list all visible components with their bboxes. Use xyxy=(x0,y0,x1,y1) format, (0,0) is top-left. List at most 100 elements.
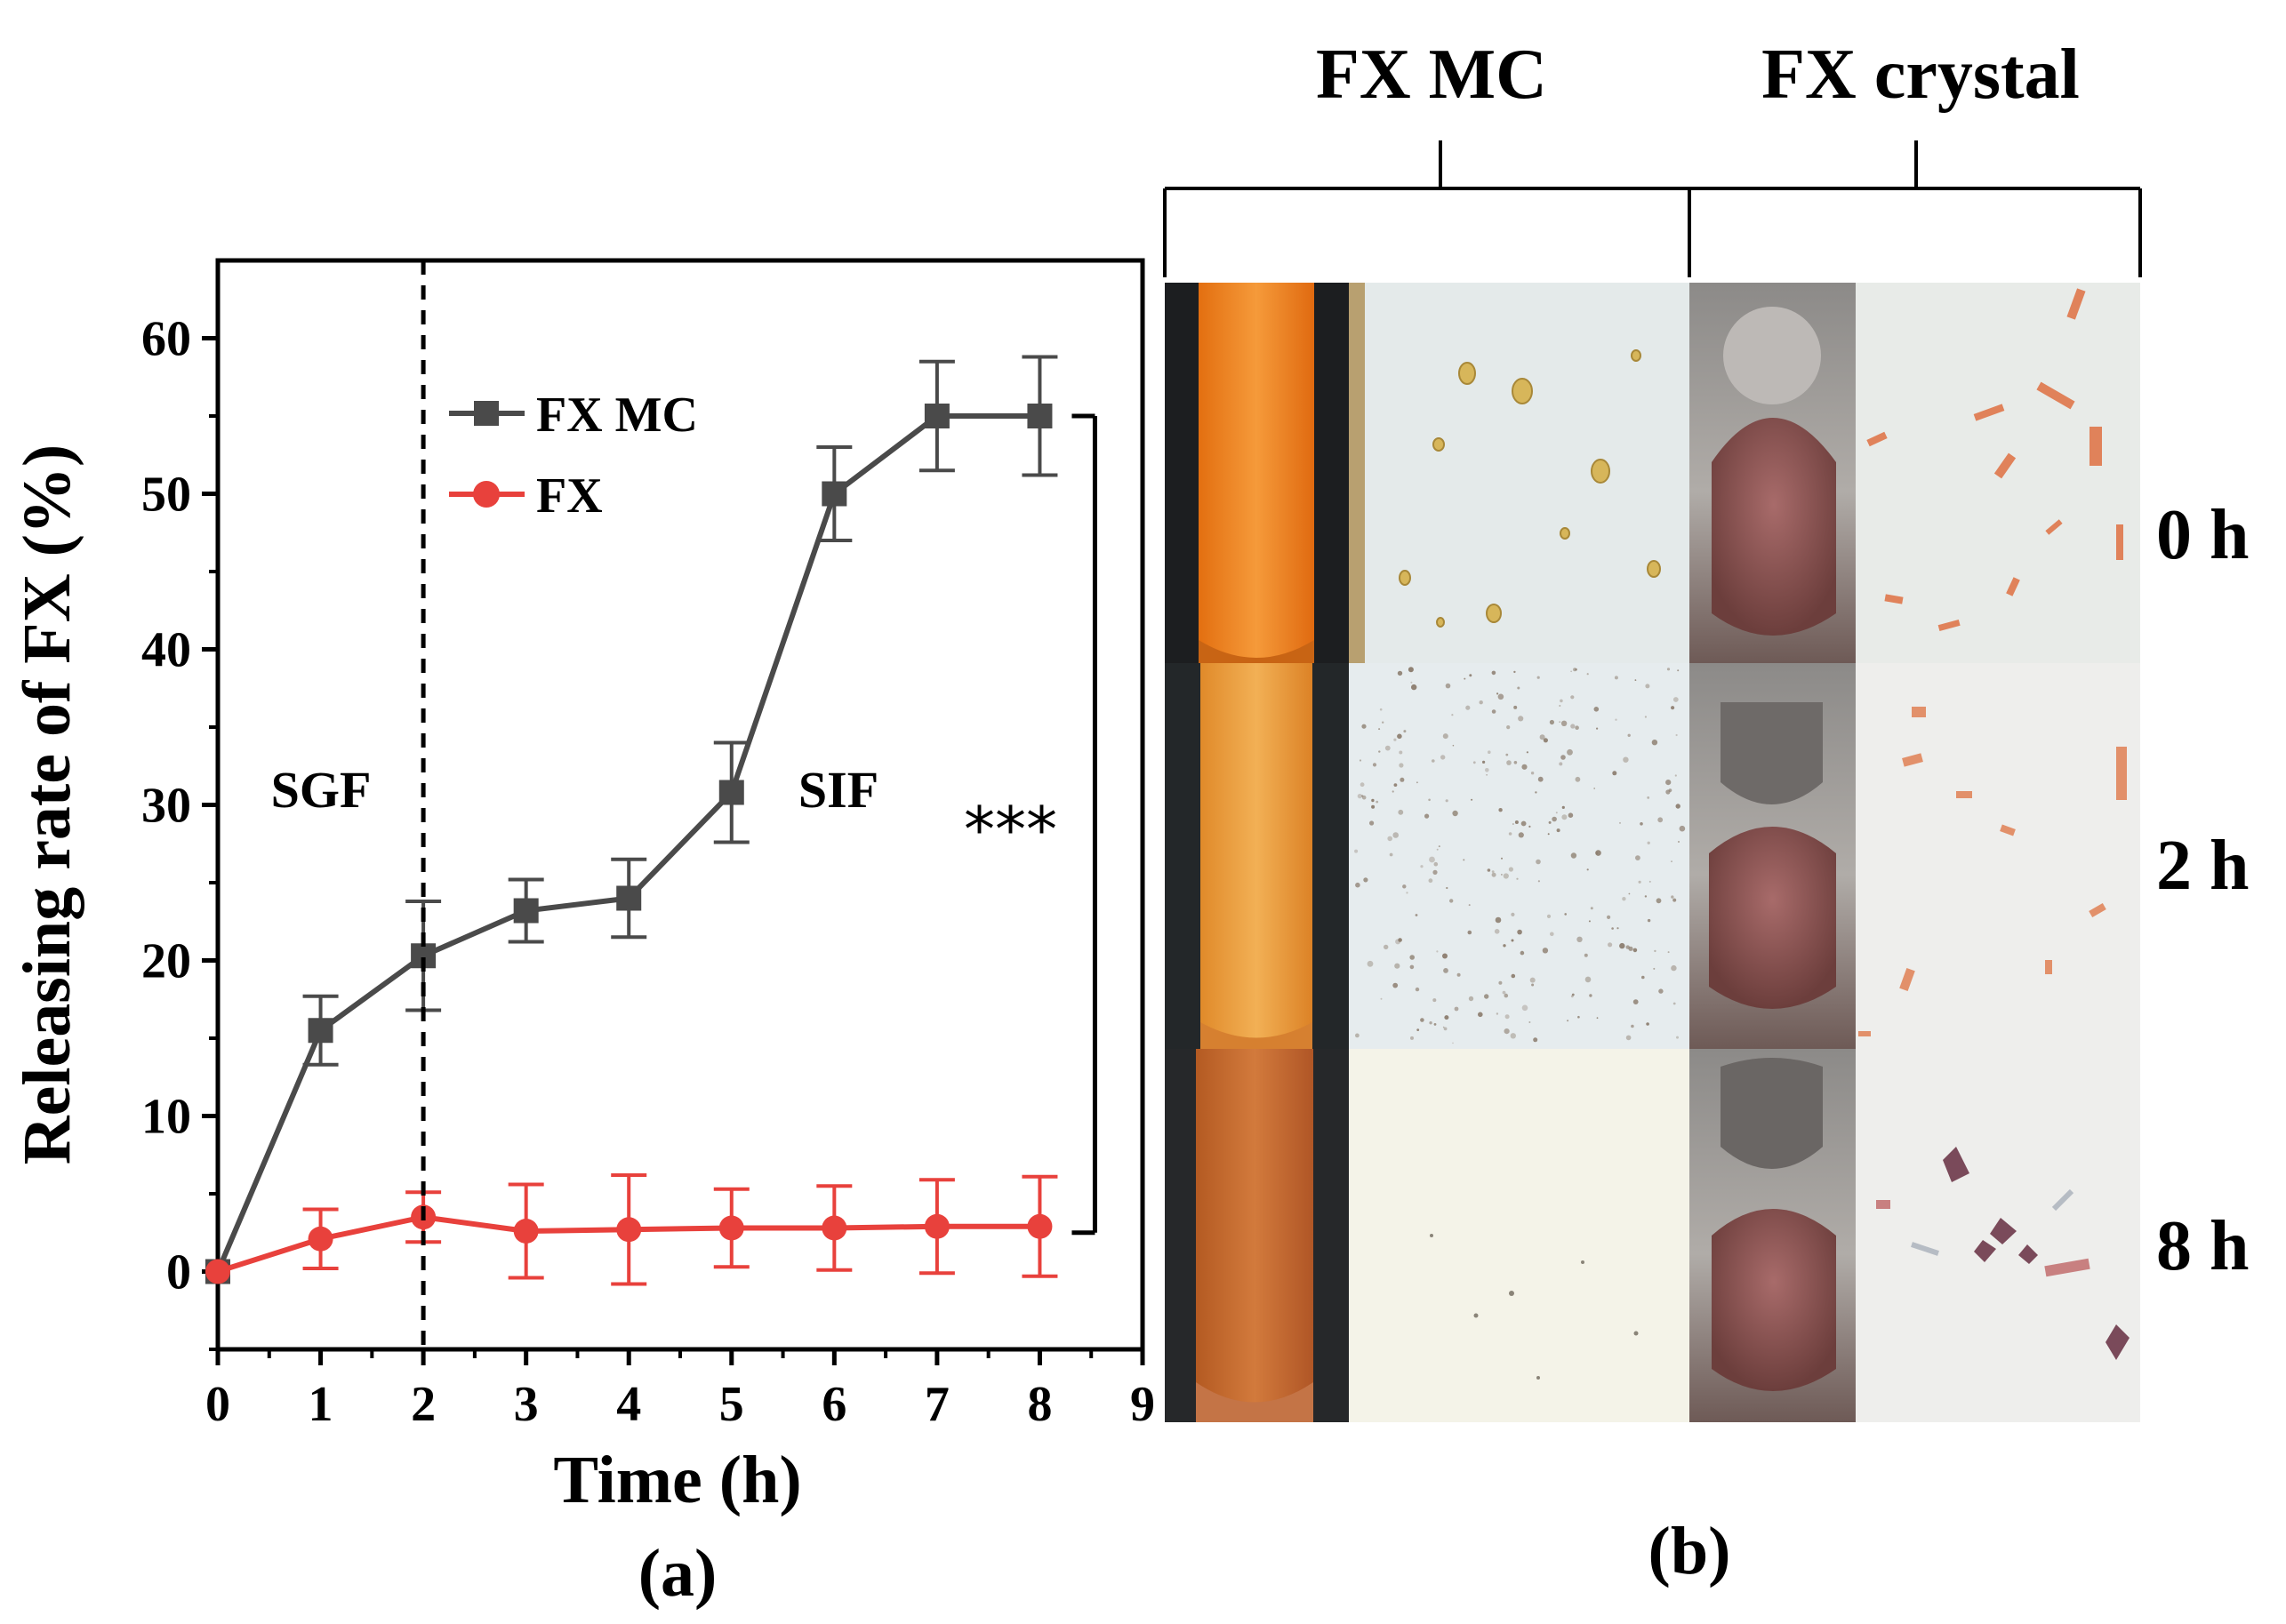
speckle xyxy=(1548,820,1552,824)
speckle xyxy=(1607,915,1611,919)
micro-photo-fx-mc-2h xyxy=(1349,663,1689,1049)
speckle xyxy=(1596,727,1599,730)
speckle xyxy=(1511,973,1516,979)
speckle xyxy=(1556,828,1560,833)
speckle xyxy=(1520,820,1527,827)
speckle xyxy=(1552,816,1557,822)
speckle xyxy=(1433,1023,1437,1026)
speckle xyxy=(1468,904,1471,907)
speckle xyxy=(1446,886,1448,890)
speckle xyxy=(1420,865,1424,868)
speckle xyxy=(1486,774,1488,776)
speckle xyxy=(1442,1026,1445,1028)
tube-photo-fx-mc-2h xyxy=(1165,663,1349,1049)
speckle xyxy=(1379,708,1383,711)
speckle xyxy=(1428,878,1433,884)
speckle xyxy=(1378,750,1381,753)
speckle xyxy=(1508,832,1512,836)
speckle xyxy=(1513,761,1518,764)
chart-legend: FX MC FX xyxy=(449,388,698,524)
speckle xyxy=(1361,795,1364,797)
speckle xyxy=(1559,705,1561,707)
speckle xyxy=(1656,898,1662,904)
tube-photo-fx-crystal-2h xyxy=(1689,663,1856,1049)
speckle xyxy=(1674,774,1677,777)
speckle xyxy=(1537,880,1540,883)
speckle xyxy=(1469,674,1472,677)
legend-item-fx-mc: FX MC xyxy=(449,388,698,443)
speckle xyxy=(1653,967,1656,970)
data-point-square xyxy=(513,898,539,924)
speckle xyxy=(1647,918,1651,923)
speckle xyxy=(1536,859,1541,865)
speckle xyxy=(1671,964,1677,972)
speckle xyxy=(1442,953,1448,959)
speckle xyxy=(1393,738,1397,741)
speckle xyxy=(1436,950,1439,953)
speckle xyxy=(1634,679,1637,681)
speckle xyxy=(1593,707,1600,712)
speckle xyxy=(1498,808,1503,812)
speckle xyxy=(1575,776,1581,782)
speckle xyxy=(1443,1027,1448,1031)
speckle xyxy=(1675,733,1678,737)
speckle xyxy=(1678,841,1680,843)
x-tick-label-4: 4 xyxy=(616,1377,641,1432)
speckle xyxy=(1619,821,1621,824)
legend-square-marker xyxy=(474,401,499,426)
speckle xyxy=(1628,892,1631,895)
speckle xyxy=(1424,813,1430,819)
tube-photo-fx-crystal-8h xyxy=(1689,1049,1856,1422)
speckle xyxy=(1577,1015,1580,1019)
speckle xyxy=(1484,994,1489,999)
data-point-square xyxy=(616,885,642,911)
speckle xyxy=(1433,861,1439,867)
speckle xyxy=(1449,899,1454,903)
speckle xyxy=(1432,869,1438,876)
speckle xyxy=(1672,697,1679,702)
speckle xyxy=(1612,771,1617,776)
speckle xyxy=(1398,809,1404,815)
speckle xyxy=(1645,684,1650,689)
significance-asterisks: *** xyxy=(964,793,1057,866)
speckle xyxy=(1550,932,1554,937)
series-fx-mc xyxy=(205,355,1058,1284)
x-tick-label-0: 0 xyxy=(205,1377,230,1432)
speckle xyxy=(1627,733,1631,737)
speckle xyxy=(1570,852,1577,859)
photo-row-8h: 8 h xyxy=(1165,1049,2250,1422)
speckle xyxy=(1622,897,1626,901)
data-point-square xyxy=(308,1018,333,1044)
speckle xyxy=(1632,948,1638,953)
x-tick-label-8: 8 xyxy=(1027,1377,1052,1432)
data-point-square xyxy=(1027,404,1053,428)
speckle xyxy=(1491,709,1496,714)
speckle xyxy=(1432,759,1435,763)
speckle xyxy=(1389,852,1393,857)
speckle xyxy=(1384,745,1391,751)
speckle xyxy=(1382,721,1384,724)
speckle xyxy=(1399,763,1404,768)
speckle xyxy=(1590,907,1593,910)
speckle xyxy=(1442,733,1448,740)
speckle xyxy=(1570,724,1576,729)
y-tick-label-60: 60 xyxy=(141,312,191,367)
micro-photo-fx-crystal-0h xyxy=(1856,283,2140,663)
speckle xyxy=(1472,761,1476,764)
speckle xyxy=(1631,1024,1634,1028)
speckle xyxy=(1567,1020,1569,1022)
x-tick-label-2: 2 xyxy=(411,1377,436,1432)
speckle xyxy=(1429,856,1435,863)
column-header-fx-crystal: FX crystal xyxy=(1761,36,2080,114)
speckle xyxy=(1560,720,1568,726)
speckle xyxy=(1464,677,1466,680)
speckle xyxy=(1482,760,1486,764)
speckle xyxy=(1354,849,1359,853)
speckle xyxy=(1372,763,1377,767)
speckle xyxy=(1355,882,1360,888)
speckle xyxy=(1546,914,1552,918)
speckle xyxy=(1445,683,1451,689)
speckle xyxy=(1648,880,1651,883)
data-point-square xyxy=(924,404,950,428)
